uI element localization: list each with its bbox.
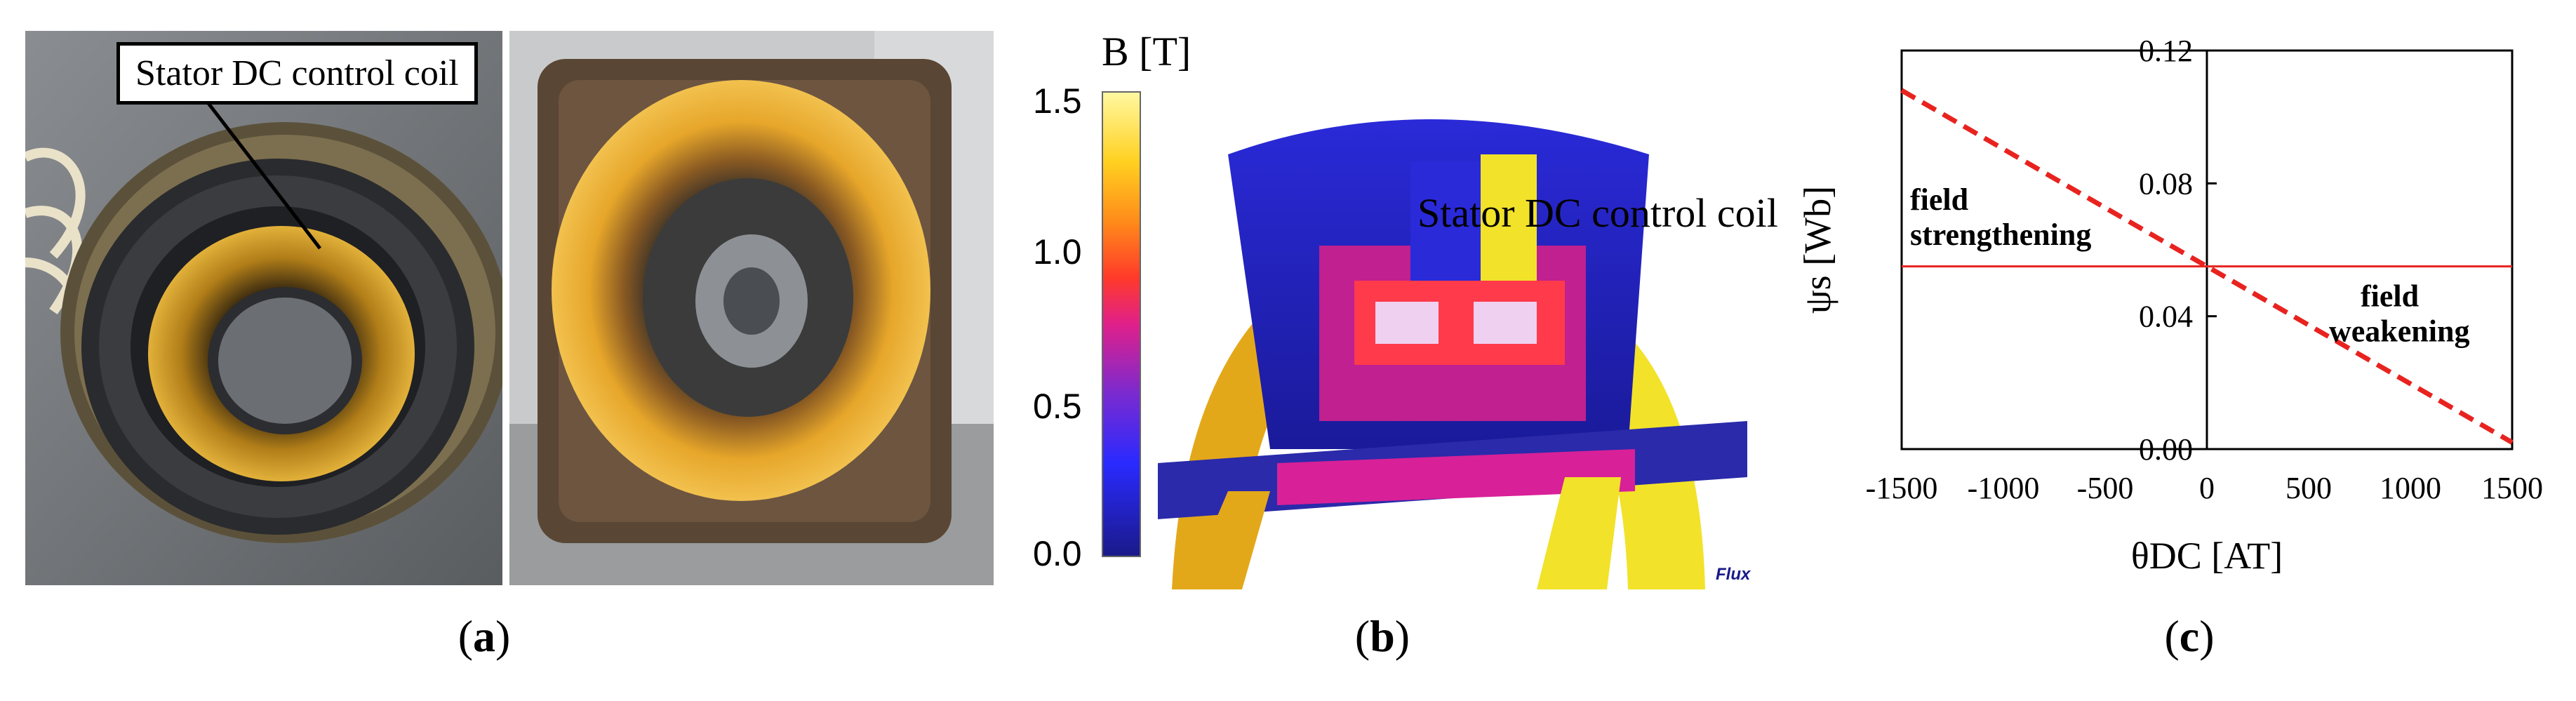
x-tick-label: 0 xyxy=(2199,471,2215,505)
callout-leader-line xyxy=(206,101,321,250)
y-tick-label: 0.12 xyxy=(2139,34,2193,68)
sim-coil-label: Stator DC control coil xyxy=(1417,190,1778,236)
caption-c: (c) xyxy=(2164,611,2215,661)
panel-a: Stator DC control coil xyxy=(25,31,994,585)
flux-density-render xyxy=(1158,119,1747,589)
panel-b: B [T] 1.5 1.0 0.5 0.0 Stator DC control … xyxy=(1025,28,1778,589)
x-tick-label: -1000 xyxy=(1968,471,2040,505)
y-tick-label: 0.04 xyxy=(2139,300,2193,334)
x-tick-label: 1500 xyxy=(2481,471,2543,505)
series-flux-linkage xyxy=(1900,88,2514,445)
flux-logo: Flux xyxy=(1716,565,1751,584)
annotation-field-strengthening: field strengthening xyxy=(1910,182,2091,252)
scale-tick-2: 1.0 xyxy=(1033,232,1082,272)
y-tick-label: 0.00 xyxy=(2139,432,2193,467)
flux-linkage-chart: -1500 -1000 -500 0 500 1000 1500 0.00 0.04 0.08 0.… xyxy=(1796,34,2543,577)
caption-b: (b) xyxy=(1354,611,1410,661)
y-tick-label: 0.08 xyxy=(2139,166,2193,201)
x-tick-label: 1000 xyxy=(2380,471,2441,505)
x-tick-label: -1500 xyxy=(1866,471,1938,505)
photo-stator-coil xyxy=(25,31,502,585)
annotation-field-weakening: field weakening xyxy=(2329,279,2469,348)
scale-tick-3: 0.5 xyxy=(1033,387,1082,426)
scale-tick-1: 1.5 xyxy=(1033,81,1082,121)
scale-title: B [T] xyxy=(1102,29,1192,74)
scale-tick-4: 0.0 xyxy=(1033,534,1082,573)
x-tick-label: -500 xyxy=(2077,471,2134,505)
stator-coil-callout: Stator DC control coil xyxy=(116,42,478,105)
x-axis-label: θDC [AT] xyxy=(2131,535,2283,577)
photo-stator-winding xyxy=(509,31,994,585)
caption-a: (a) xyxy=(458,611,511,661)
color-scale-bar xyxy=(1102,91,1141,557)
x-tick-label: 500 xyxy=(2285,471,2332,505)
y-axis-label: ψs [Wb] xyxy=(1796,186,1838,314)
